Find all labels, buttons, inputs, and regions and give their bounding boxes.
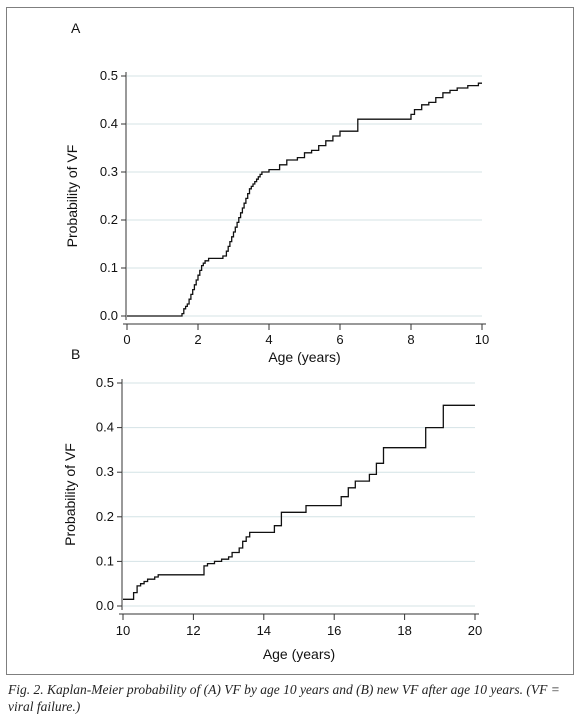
x-tick-label: 2: [194, 332, 201, 347]
y-axis-label: Probability of VF: [64, 145, 80, 248]
km-step-curve: [123, 404, 475, 600]
x-tick-label: 8: [407, 332, 414, 347]
y-tick-label: 0.3: [100, 164, 118, 179]
y-tick-label: 0.2: [96, 509, 114, 524]
y-axis-label: Probability of VF: [62, 443, 78, 546]
x-tick-label: 6: [336, 332, 343, 347]
x-tick-label: 18: [397, 623, 411, 638]
y-tick-label: 0.2: [100, 212, 118, 227]
y-tick-label: 0.5: [96, 375, 114, 390]
kaplan-meier-figure: A 0.0 0.1 0.2 0.3 0.4 0.5 0 2 4 6 8 10 Age (years) Pro…: [62, 20, 489, 662]
y-tick-label: 0.0: [100, 308, 118, 323]
y-tick-label: 0.4: [96, 420, 114, 435]
x-tick-label: 0: [123, 332, 130, 347]
x-axis-label: Age (years): [268, 349, 340, 365]
figure-frame: A 0.0 0.1 0.2 0.3 0.4 0.5 0 2 4 6 8 10 Age (years) Pro…: [6, 7, 574, 675]
x-tick-label: 4: [265, 332, 272, 347]
x-tick-label: 20: [468, 623, 482, 638]
panel-label: B: [71, 346, 80, 362]
y-tick-label: 0.0: [96, 598, 114, 613]
y-tick-label: 0.1: [100, 260, 118, 275]
y-tick-label: 0.1: [96, 553, 114, 568]
x-axis-label: Age (years): [263, 646, 335, 662]
x-tick-label: 12: [186, 623, 200, 638]
x-tick-label: 16: [327, 623, 341, 638]
chart-panel-B: B 0.0 0.1 0.2 0.3 0.4 0.5 10 12 14 16 18 20 Age (year…: [62, 346, 482, 662]
figure-caption: Fig. 2. Kaplan-Meier probability of (A) …: [8, 682, 560, 714]
y-tick-label: 0.4: [100, 116, 118, 131]
chart-panel-A: A 0.0 0.1 0.2 0.3 0.4 0.5 0 2 4 6 8 10 Age (years) Pro…: [64, 20, 489, 365]
x-tick-label: 14: [257, 623, 271, 638]
x-tick-label: 10: [475, 332, 489, 347]
x-tick-label: 10: [116, 623, 130, 638]
panel-label: A: [71, 20, 81, 36]
y-tick-label: 0.5: [100, 68, 118, 83]
km-step-curve: [127, 82, 482, 317]
y-tick-label: 0.3: [96, 464, 114, 479]
